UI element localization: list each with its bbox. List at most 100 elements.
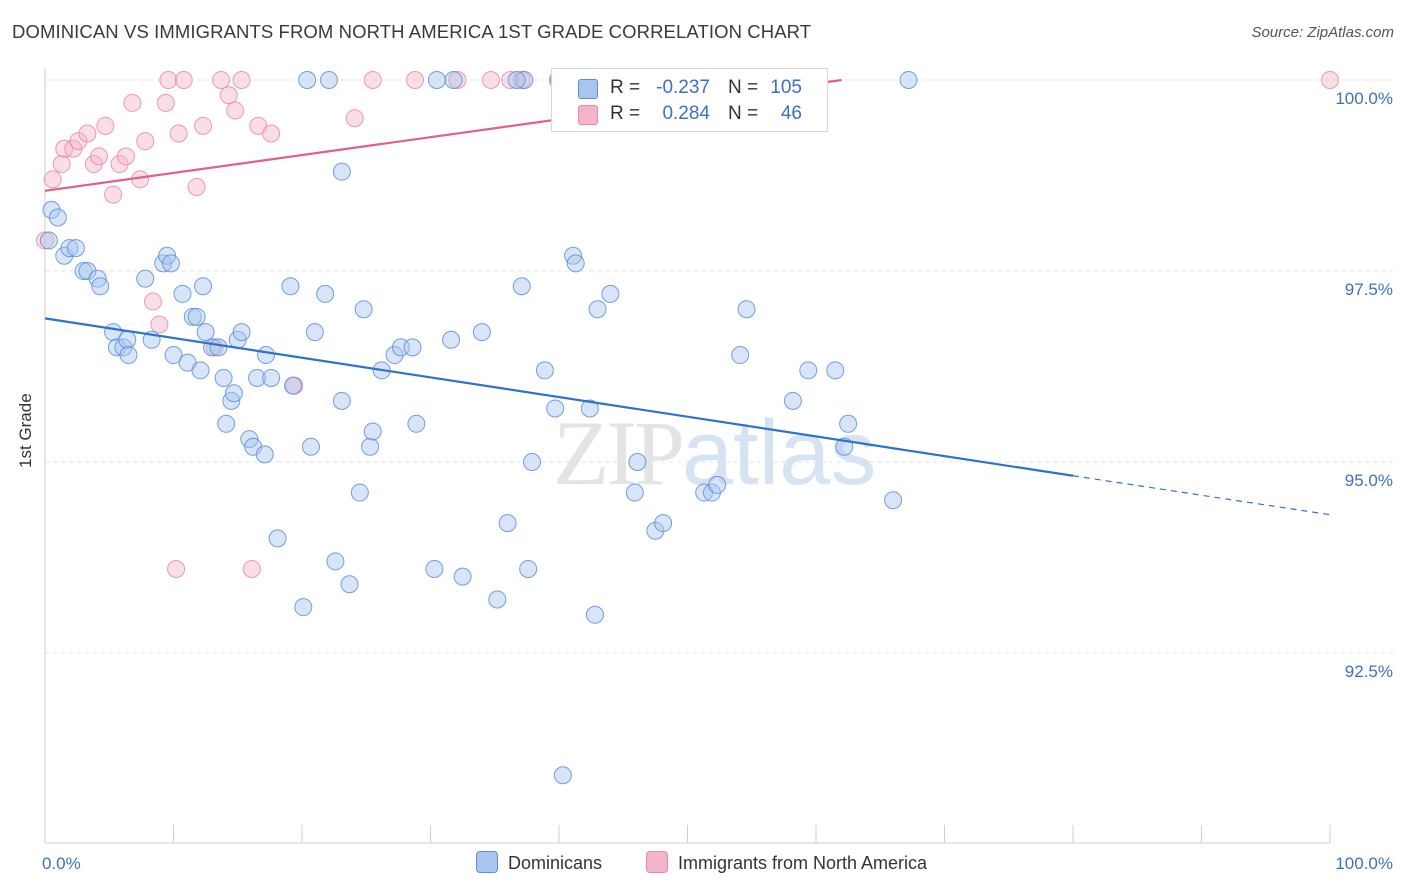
immigrants-point [226,101,245,120]
x-tick-label: 0.0% [42,854,81,873]
immigrants-point [194,116,213,135]
immigrants-point [143,292,162,311]
trend-lines [44,78,1331,516]
blue-swatch [578,79,598,99]
dominicans-trend-extension [1072,475,1331,516]
dominicans-point [319,71,338,89]
watermark-atlas: atlas [682,402,877,504]
dominicans-point [839,414,858,433]
dominicans-point [515,71,534,89]
dominicans-point [425,559,444,578]
correlation-legend: R = -0.237 N = 105 R = 0.284 N = 46 [551,68,828,132]
r-label: R = [610,103,641,124]
immigrants-point [89,147,108,166]
immigrants-point [167,559,186,578]
axis-layer [44,68,1331,844]
immigrants-point [219,86,238,105]
dominicans-point [119,346,138,365]
immigrants-point [36,231,54,250]
r-value: -0.237 [656,77,710,98]
chart-title: DOMINICAN VS IMMIGRANTS FROM NORTH AMERI… [12,21,812,42]
dominicans-point [488,590,507,609]
immigrants-point [174,71,193,89]
n-label: N = [728,103,759,124]
immigrants-point [136,132,155,151]
immigrants-point [116,147,135,166]
dominicans-point [60,239,79,258]
immigrants-point [232,71,251,89]
immigrants-point [212,71,231,89]
dominicans-point [566,254,585,273]
pink-swatch [646,851,668,873]
immigrants-point [78,124,97,143]
dominicans-point [535,361,554,380]
immigrants-point [159,71,178,89]
blue-swatch [476,851,498,873]
immigrants-point [481,71,500,89]
immigrants-point [363,71,382,89]
dominicans-point [164,346,183,365]
dominicans-point [196,323,215,342]
dominicans-point [305,323,324,342]
tick-labels: 92.5% 95.0% 97.5% 100.0% 0.0% 100.0% [42,89,1393,873]
dominicans-point [899,71,918,89]
dominicans-point [255,445,274,464]
dominicans-point [257,346,276,365]
dominicans-point [363,422,382,441]
immigrants-point [110,155,129,174]
immigrants-point [169,124,188,143]
dominicans-point [512,277,531,296]
dominicans-point [799,361,818,380]
dominicans-point [173,284,192,303]
immigrants-point [448,71,467,89]
dominicans-point [268,529,287,548]
dominicans-point [332,162,351,181]
y-tick-label: 100.0% [1335,89,1393,108]
immigrants-point [187,177,206,196]
watermark: ZIPatlas [553,400,876,506]
dominicans-point [407,414,426,433]
pink-swatch [578,105,598,125]
dominicans-point [187,307,206,326]
immigrants-point [156,93,175,112]
dominicans-point [427,71,446,89]
dominicans-point [385,346,404,365]
dominicans-point [444,71,463,89]
immigrants-point [345,109,364,128]
y-tick-label: 97.5% [1345,280,1393,299]
n-value: 105 [770,77,802,98]
watermark-zip: ZIP [553,402,685,504]
dominicans-point [731,346,750,365]
dominicans-point [42,200,61,219]
x-tick-label: 100.0% [1335,854,1393,873]
legend-item-immigrants[interactable]: Immigrants from North America [646,851,927,874]
legend-item-dominicans[interactable]: Dominicans [476,851,602,874]
dominicans-point [284,376,303,395]
dominicans-point [350,483,369,502]
dominicans-point [294,598,313,617]
n-label: N = [728,77,759,98]
legend-label: Immigrants from North America [678,853,928,873]
dominicans-point [217,414,236,433]
dominicans-point [625,483,644,502]
legend-label: Dominicans [508,853,603,873]
dominicans-point [737,300,756,319]
dominicans-point [453,567,472,586]
r-value: 0.284 [662,103,710,124]
immigrants-point [104,185,123,204]
r-label: R = [610,77,641,98]
dominicans-point [191,361,210,380]
dominicans-point [209,338,228,357]
immigrants-point [150,315,169,334]
dominicans-point [507,71,526,89]
dominicans-point [48,208,67,227]
legend-row-immigrants: R = 0.284 N = 46 [552,101,827,127]
dominicans-point [298,71,317,89]
dominicans-point [91,277,110,296]
dominicans-point [194,277,213,296]
immigrants-point [52,155,71,174]
dominicans-point [826,361,845,380]
dominicans-point [361,437,380,456]
dominicans-point [403,338,422,357]
y-tick-label: 92.5% [1345,662,1393,681]
